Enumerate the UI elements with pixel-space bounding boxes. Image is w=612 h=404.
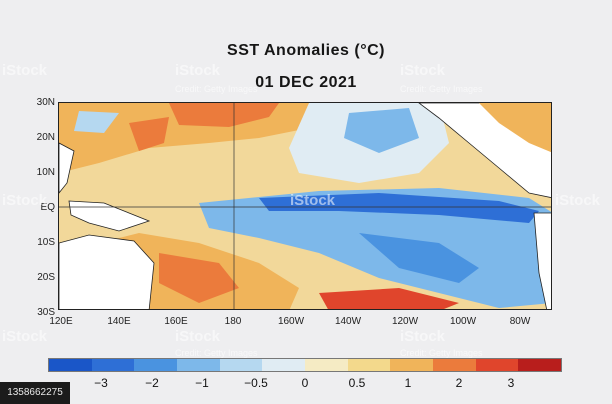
- anomaly-equator-cold: [259, 193, 539, 223]
- colorbar-label-0: 0: [301, 376, 309, 390]
- land-south-america: [533, 212, 551, 309]
- lon-label-120e: 120E: [49, 316, 73, 327]
- colorbar-segment-9: [433, 359, 476, 371]
- colorbar-label-05: 0.5: [348, 376, 366, 390]
- colorbar-segment-11: [518, 359, 562, 371]
- anomaly-north-hot-2: [129, 117, 169, 151]
- lat-label-20s: 20S: [37, 272, 55, 283]
- colorbar-segment-3: [177, 359, 220, 371]
- watermark-7: iStock: [2, 328, 48, 345]
- colorbar-segment-2: [134, 359, 178, 371]
- lat-label-30s: 30S: [37, 307, 55, 318]
- lat-label-30n: 30N: [36, 97, 55, 108]
- watermark-credit-2: Credit: Getty Images: [400, 84, 483, 94]
- colorbar-segment-0: [49, 359, 92, 371]
- land-maritime-continent: [68, 200, 151, 232]
- sst-map: [58, 102, 552, 310]
- colorbar-label-2: 2: [455, 376, 463, 390]
- colorbar-label-3: 3: [507, 376, 515, 390]
- anomaly-nw-cool: [74, 111, 119, 133]
- colorbar-label-neg1: −1: [195, 376, 209, 390]
- anomaly-se-cold: [359, 233, 479, 283]
- watermark-6: iStock: [555, 192, 601, 209]
- watermark-8: iStock: [175, 328, 221, 345]
- lat-label-20n: 20N: [36, 132, 55, 143]
- anomaly-ne-cool: [344, 108, 419, 153]
- colorbar-segment-8: [390, 359, 434, 371]
- lon-label-180: 180: [224, 316, 242, 327]
- watermark-9: iStock: [400, 328, 446, 345]
- colorbar-label-neg3: −3: [94, 376, 108, 390]
- anomaly-gulf-warm: [479, 103, 551, 153]
- lon-label-120w: 120W: [391, 316, 419, 327]
- watermark-credit-3: Credit: Getty Images: [175, 348, 258, 358]
- lon-label-140e: 140E: [107, 316, 131, 327]
- lon-label-80w: 80W: [509, 316, 531, 327]
- colorbar-segment-1: [91, 359, 135, 371]
- lat-label-10s: 10S: [37, 237, 55, 248]
- colorbar-segment-10: [475, 359, 519, 371]
- colorbar-label-1: 1: [404, 376, 412, 390]
- watermark-credit-1: Credit: Getty Images: [175, 84, 258, 94]
- stock-id-badge: 1358662275: [0, 382, 70, 404]
- anomaly-south-hot: [159, 253, 239, 303]
- colorbar: [48, 358, 562, 372]
- lat-label-eq: EQ: [40, 202, 55, 213]
- watermark-credit-4: Credit: Getty Images: [400, 348, 483, 358]
- land-asia: [59, 142, 75, 194]
- colorbar-segment-5: [262, 359, 306, 371]
- map-title-date: 01 DEC 2021: [255, 74, 357, 91]
- anomaly-south-red: [319, 288, 459, 309]
- colorbar-segment-6: [305, 359, 348, 371]
- colorbar-segment-4: [219, 359, 263, 371]
- lon-label-140w: 140W: [334, 316, 362, 327]
- colorbar-label-neg2: −2: [145, 376, 159, 390]
- lon-label-100w: 100W: [449, 316, 477, 327]
- anomaly-north-hot: [169, 103, 279, 127]
- lat-label-10n: 10N: [36, 167, 55, 178]
- land-australia: [59, 234, 155, 309]
- sst-map-svg: [59, 103, 551, 309]
- map-title-line1: SST Anomalies (°C): [227, 42, 385, 59]
- colorbar-segment-7: [347, 359, 391, 371]
- lon-label-160e: 160E: [164, 316, 188, 327]
- lon-label-160w: 160W: [277, 316, 305, 327]
- colorbar-label-neg05: −0.5: [244, 376, 268, 390]
